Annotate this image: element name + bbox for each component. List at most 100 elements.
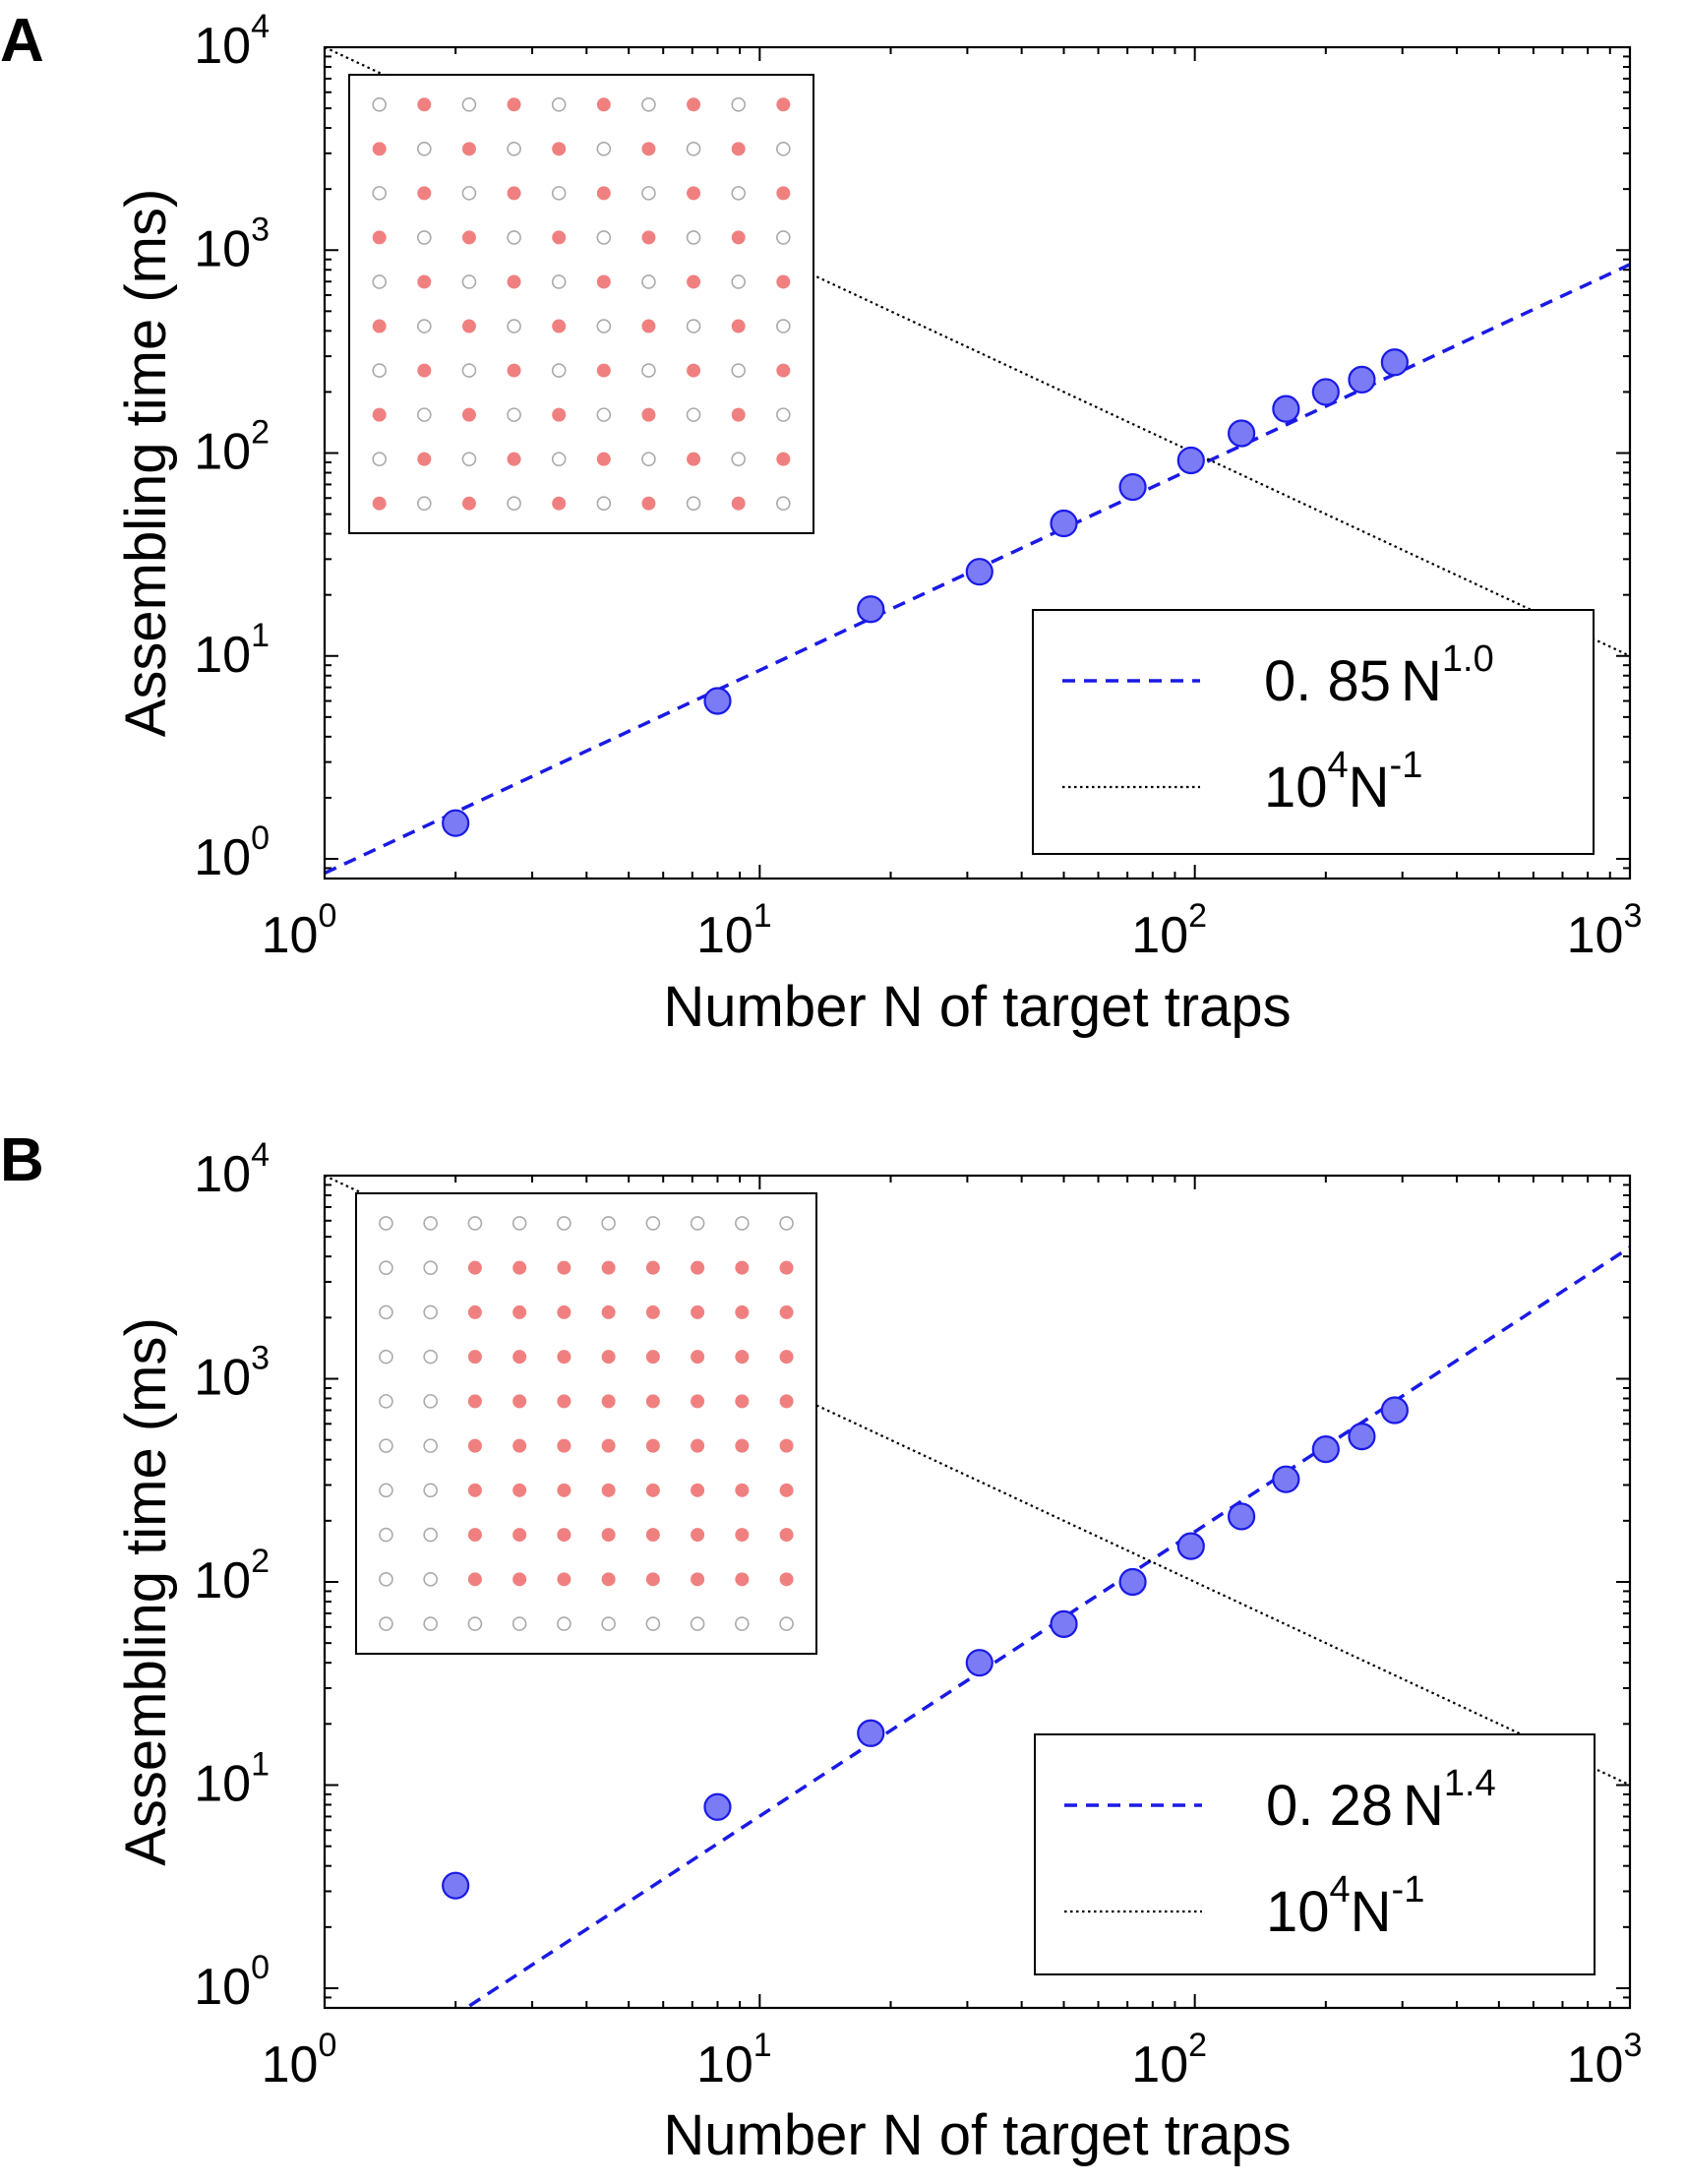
y-tick-exp: 1 xyxy=(251,617,270,654)
trap-empty xyxy=(379,1572,393,1587)
data-point xyxy=(1348,365,1376,394)
trap-filled xyxy=(641,230,656,245)
y-tick-label: 100 xyxy=(194,1949,270,2016)
trap-filled xyxy=(645,1394,660,1409)
data-point xyxy=(1348,1423,1376,1451)
trap-filled xyxy=(467,1528,482,1543)
trap-filled xyxy=(601,1483,616,1497)
trap-filled xyxy=(691,1394,705,1409)
trap-filled xyxy=(687,363,701,378)
x-tick-exp: 1 xyxy=(753,897,772,935)
trap-filled xyxy=(641,496,656,511)
trap-empty xyxy=(731,363,746,378)
x-tick-base: 10 xyxy=(696,907,753,964)
trap-filled xyxy=(779,1438,794,1453)
trap-empty xyxy=(686,496,701,512)
trap-empty xyxy=(596,230,612,245)
trap-empty xyxy=(776,407,791,422)
inset-lattice xyxy=(348,74,814,534)
trap-filled xyxy=(557,1572,572,1587)
y-axis-label: Assembling time (ms) xyxy=(114,1317,178,1866)
x-tick-exp: 0 xyxy=(318,897,336,935)
trap-empty xyxy=(731,96,746,112)
trap-empty xyxy=(372,363,387,378)
data-point xyxy=(442,1871,470,1900)
trap-empty xyxy=(417,142,432,156)
y-tick-base: 10 xyxy=(194,1755,251,1812)
trap-empty xyxy=(686,407,701,422)
trap-filled xyxy=(779,1260,794,1275)
trap-filled xyxy=(507,97,521,112)
x-tick-exp: 3 xyxy=(1623,2027,1642,2064)
trap-filled xyxy=(779,1572,794,1587)
x-axis-label: Number N of target traps xyxy=(663,975,1291,1039)
trap-filled xyxy=(691,1572,705,1587)
trap-filled xyxy=(735,1483,750,1497)
trap-filled xyxy=(731,142,746,156)
trap-empty xyxy=(507,496,521,512)
trap-empty xyxy=(423,1527,438,1543)
trap-filled xyxy=(735,1394,750,1409)
trap-empty xyxy=(417,230,432,245)
y-tick-exp: 1 xyxy=(251,1745,270,1783)
trap-filled xyxy=(735,1438,750,1453)
trap-filled xyxy=(557,1304,572,1319)
x-tick-label: 103 xyxy=(1567,2027,1643,2093)
trap-filled xyxy=(512,1260,527,1275)
trap-empty xyxy=(551,274,567,289)
y-tick-base: 10 xyxy=(194,829,251,886)
trap-filled xyxy=(372,319,387,334)
data-point xyxy=(1311,378,1340,406)
trap-filled xyxy=(417,274,432,289)
trap-filled xyxy=(512,1483,527,1497)
legend-ref-exp: -1 xyxy=(1390,745,1423,786)
trap-filled xyxy=(735,1304,750,1319)
legend-frame xyxy=(1034,1733,1596,1975)
y-tick-exp: 0 xyxy=(251,1949,270,1986)
trap-empty xyxy=(417,496,432,512)
trap-empty xyxy=(641,363,656,378)
trap-filled xyxy=(552,142,567,156)
trap-filled xyxy=(552,319,567,334)
trap-empty xyxy=(423,1349,438,1365)
y-tick-exp: 2 xyxy=(251,414,270,452)
trap-empty xyxy=(423,1616,438,1631)
trap-filled xyxy=(507,452,521,466)
trap-filled xyxy=(779,1304,794,1319)
legend-fit-label: 0. 28 N1.4 xyxy=(1266,1763,1496,1838)
trap-filled xyxy=(601,1304,616,1319)
trap-empty xyxy=(467,1616,483,1631)
y-tick-label: 102 xyxy=(194,414,270,481)
trap-filled xyxy=(779,1483,794,1497)
trap-filled xyxy=(557,1528,572,1543)
legend-ref-base: 10 xyxy=(1266,1880,1330,1944)
trap-filled xyxy=(467,1394,482,1409)
x-tick-label: 102 xyxy=(1131,897,1207,964)
trap-empty xyxy=(372,274,387,289)
trap-empty xyxy=(461,186,477,201)
trap-empty xyxy=(551,96,567,112)
trap-filled xyxy=(512,1394,527,1409)
trap-empty xyxy=(461,96,477,112)
trap-empty xyxy=(507,407,521,422)
trap-empty xyxy=(512,1216,527,1231)
x-tick-label: 102 xyxy=(1131,2027,1207,2093)
y-tick-exp: 4 xyxy=(251,1136,270,1174)
trap-empty xyxy=(596,407,612,422)
trap-empty xyxy=(690,1216,705,1231)
trap-filled xyxy=(461,230,476,245)
trap-empty xyxy=(601,1216,616,1231)
trap-empty xyxy=(512,1616,527,1631)
legend-reference-label: 104N-1 xyxy=(1264,745,1422,819)
trap-empty xyxy=(423,1438,438,1453)
trap-filled xyxy=(557,1438,572,1453)
legend-fit-var: N xyxy=(1401,649,1442,713)
trap-empty xyxy=(379,1304,393,1320)
trap-filled xyxy=(552,230,567,245)
trap-filled xyxy=(596,186,611,201)
trap-filled xyxy=(641,319,656,334)
inset-frame xyxy=(348,74,814,534)
inset-frame xyxy=(355,1192,817,1655)
trap-filled xyxy=(461,407,476,422)
